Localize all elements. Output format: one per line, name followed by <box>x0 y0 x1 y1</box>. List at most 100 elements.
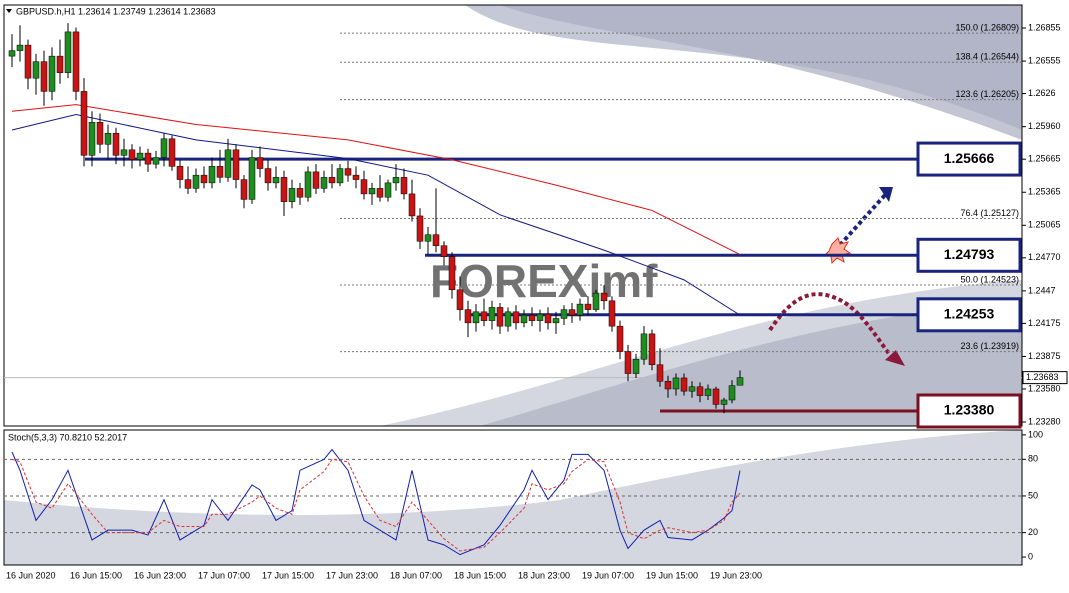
moving-average <box>11 104 741 255</box>
y-tick-label: 1.26555 <box>1028 55 1061 65</box>
candle-body <box>176 166 184 180</box>
candle-body <box>696 386 704 396</box>
candle-body <box>64 31 72 73</box>
y-tick-label: 1.24175 <box>1028 318 1061 328</box>
header: GBPUSD.h,H1 1.23614 1.23749 1.23614 1.23… <box>16 6 216 16</box>
candle-body <box>128 149 136 160</box>
x-tick-label: 19 Jun 15:00 <box>646 570 698 580</box>
candle-body <box>464 309 472 324</box>
candle-body <box>448 256 456 291</box>
candle-body <box>24 44 32 79</box>
candle-body <box>592 292 600 310</box>
fib-label: 50.0 (1.24523) <box>960 274 1019 284</box>
candle-body <box>584 303 592 310</box>
candle-body <box>640 333 648 360</box>
candle-body <box>528 314 536 321</box>
level-label: 1.25666 <box>944 150 995 166</box>
candle-body <box>720 399 728 405</box>
candle-body <box>672 377 680 390</box>
candle-body <box>144 152 152 165</box>
candle-body <box>664 381 672 390</box>
candle-body <box>8 50 16 57</box>
candle-body <box>168 138 176 167</box>
candle-body <box>72 31 80 92</box>
y-tick-label: 100 <box>1028 429 1043 439</box>
level-box <box>916 393 1022 429</box>
candle-body <box>400 177 408 195</box>
candle-body <box>472 311 480 324</box>
candle-body <box>152 157 160 165</box>
candle-body <box>360 179 368 195</box>
candle-body <box>368 188 376 195</box>
candle-body <box>208 166 216 184</box>
x-tick-label: 17 Jun 07:00 <box>198 570 250 580</box>
fib-label: 76.4 (1.25127) <box>960 208 1019 218</box>
current-price-label: 1.23683 <box>1026 372 1059 382</box>
level-label: 1.24253 <box>944 306 995 322</box>
indicator-title: Stoch(5,3,3) 70.8210 52.2017 <box>8 432 127 442</box>
candle-body <box>488 307 496 321</box>
candle-body <box>608 300 616 327</box>
candle-body <box>456 289 464 310</box>
candle-body <box>384 182 392 198</box>
candle-body <box>16 44 24 51</box>
candle-body <box>544 313 552 324</box>
y-tick-label: 1.23875 <box>1028 351 1061 361</box>
candle-body <box>496 307 504 327</box>
deco-wave <box>480 300 1022 426</box>
candle-body <box>32 61 40 79</box>
y-tick-label: 1.2626 <box>1028 88 1056 98</box>
level-box <box>916 141 1022 177</box>
x-tick-label: 18 Jun 15:00 <box>454 570 506 580</box>
candle-body <box>288 188 296 202</box>
candle-body <box>480 311 488 321</box>
candle-body <box>96 122 104 145</box>
main-frame <box>3 4 1023 427</box>
y-tick-label: 1.24770 <box>1028 252 1061 262</box>
stoch-frame <box>3 429 1023 566</box>
candle-body <box>56 55 64 73</box>
candle-body <box>40 61 48 92</box>
stoch-line <box>11 448 741 556</box>
level-box <box>916 297 1022 333</box>
candle-body <box>256 157 264 169</box>
x-tick-label: 16 Jun 15:00 <box>70 570 122 580</box>
y-tick-label: 20 <box>1028 527 1038 537</box>
watermark: FOREXimf <box>430 255 658 307</box>
fib-label: 123.6 (1.26205) <box>955 89 1019 99</box>
candle-body <box>688 386 696 392</box>
candle-body <box>424 234 432 242</box>
candle-body <box>160 138 168 158</box>
candle-body <box>296 188 304 198</box>
x-tick-label: 19 Jun 07:00 <box>582 570 634 580</box>
candle-body <box>408 193 416 217</box>
x-tick-label: 16 Jun 23:00 <box>134 570 186 580</box>
y-tick-label: 1.25365 <box>1028 187 1061 197</box>
candle-body <box>352 174 360 180</box>
candle-body <box>560 309 568 319</box>
candle-body <box>552 318 560 324</box>
candle-body <box>656 364 664 382</box>
deco-wave <box>4 430 1022 565</box>
level-label: 1.24793 <box>944 246 995 262</box>
candle-body <box>240 179 248 200</box>
candle-body <box>336 168 344 184</box>
candle-body <box>344 168 352 176</box>
arrow-up <box>838 193 887 247</box>
y-tick-label: 1.23580 <box>1028 383 1061 393</box>
candle-body <box>680 377 688 392</box>
y-tick-label: 50 <box>1028 490 1038 500</box>
candle-body <box>248 157 256 200</box>
deco-wave <box>500 5 1022 140</box>
candle-body <box>120 149 128 156</box>
current-price-tag <box>1022 371 1068 385</box>
arrow-head <box>879 187 893 202</box>
candle-body <box>512 311 520 324</box>
candle-body <box>272 177 280 184</box>
x-tick-label: 19 Jun 23:00 <box>710 570 762 580</box>
candle-body <box>304 171 312 198</box>
fib-label: 150.0 (1.26809) <box>955 22 1019 32</box>
candle-body <box>416 215 424 242</box>
